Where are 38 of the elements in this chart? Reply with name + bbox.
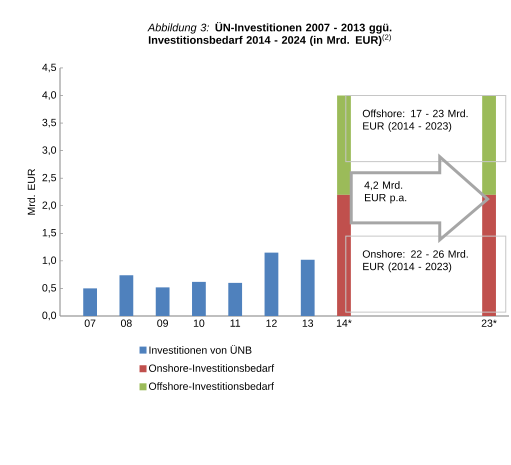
annotation: 4,2 Mrd. EUR p.a.: [364, 181, 406, 204]
x-tick-label: 10: [194, 320, 204, 327]
bar: [119, 275, 134, 316]
x-tick-label: 12: [266, 320, 277, 327]
x-tick-label: 09: [157, 320, 168, 327]
annotation: Offshore: 17 - 23 Mrd. EUR (2014 - 2023): [362, 110, 468, 132]
bar: [156, 287, 170, 316]
x-tick-label: 11: [230, 320, 240, 327]
x-tick-label: 23*: [482, 320, 497, 327]
y-tick-label: 0,5: [42, 284, 56, 293]
bar: [300, 260, 315, 316]
annotation: Onshore: 22 - 26 Mrd. EUR (2014 - 2023): [362, 250, 468, 272]
y-tick-label: 4,5: [42, 64, 56, 72]
legend-label: Offshore-Investitionsbedarf: [149, 382, 274, 390]
y-tick-label: 3,5: [42, 118, 56, 128]
bar: [337, 96, 351, 195]
bar: [482, 96, 496, 195]
y-tick-label: 1,0: [42, 256, 56, 266]
y-tick-label: 4,0: [42, 91, 56, 100]
legend-label: Investitionen von ÜNB: [149, 344, 252, 354]
y-tick-label: 1,5: [42, 229, 56, 238]
y-tick-label: 2,5: [42, 174, 56, 183]
bar: [264, 252, 278, 316]
x-tick-label: 08: [120, 320, 132, 327]
bar: [228, 282, 242, 316]
y-axis-title: Mrd. EUR: [27, 169, 36, 215]
y-tick-label: 2,0: [42, 201, 56, 210]
x-tick-label: 13: [302, 320, 314, 327]
bar: [337, 194, 351, 316]
y-tick-label: 0,0: [42, 312, 56, 320]
legend-label: Onshore-Investitionsbedarf: [149, 364, 274, 372]
x-tick-label: 14*: [336, 320, 352, 327]
bar: [83, 288, 98, 316]
bar: [482, 194, 496, 316]
bar: [192, 282, 206, 316]
x-tick-label: 07: [84, 320, 96, 327]
chart-title: Abbildung 3: ÜN-Investitionen 2007 - 2013 ggü. Investitionsbedarf 2014 - 2024 (in Mrd. EUR)$^{(2)}$: [147, 22, 392, 46]
y-tick-label: 3,0: [42, 146, 56, 155]
